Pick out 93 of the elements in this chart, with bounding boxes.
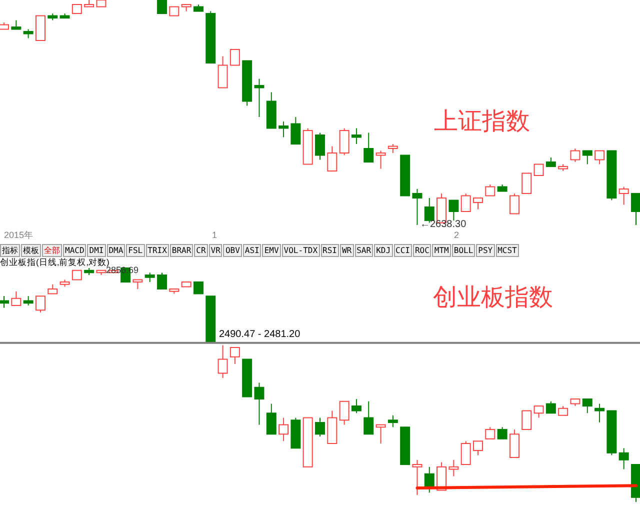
candlestick	[23, 296, 34, 306]
candlestick	[364, 132, 374, 162]
text: MACD	[63, 244, 86, 257]
candlestick	[412, 188, 422, 226]
candlestick	[460, 440, 471, 466]
text: VR	[208, 244, 222, 257]
candlestick	[193, 282, 204, 294]
candlestick	[582, 150, 592, 165]
candlestick	[0, 296, 10, 308]
text: BRAR	[170, 244, 194, 257]
candlestick	[388, 414, 398, 428]
candlestick	[594, 150, 605, 165]
candlestick	[546, 400, 556, 414]
candlestick	[72, 270, 82, 280]
text: CCI	[394, 244, 412, 257]
text: RSI	[320, 244, 339, 257]
candlestick	[570, 148, 580, 162]
candlestick	[266, 403, 276, 435]
text: 创业板指数	[433, 283, 553, 311]
candlestick	[351, 128, 362, 144]
candlestick	[412, 459, 422, 496]
text: 指标	[0, 244, 20, 257]
candlestick	[218, 56, 228, 88]
candlestick	[339, 128, 350, 156]
candlestick	[48, 284, 58, 294]
candlestick	[582, 398, 592, 414]
candlestick	[278, 121, 289, 138]
candlestick	[594, 403, 605, 423]
text: 创业板指(日线,前复权,对数)	[0, 257, 110, 267]
text: MTM	[432, 244, 451, 257]
text: TRIX	[146, 244, 169, 257]
candlestick	[254, 382, 264, 426]
candlestick	[522, 410, 532, 430]
candlestick	[315, 417, 325, 437]
candlestick	[472, 440, 483, 456]
candlestick	[157, 272, 168, 290]
text: CR	[194, 244, 208, 257]
candlestick	[558, 406, 568, 416]
candlestick	[157, 0, 168, 14]
text: 2	[454, 230, 460, 240]
candlestick	[290, 116, 301, 144]
candlestick	[218, 344, 228, 378]
candlestick	[132, 279, 143, 290]
text: PSY	[476, 244, 495, 257]
text: KDJ	[374, 244, 393, 257]
candlestick	[230, 347, 240, 364]
text: MCST	[496, 244, 519, 257]
candlestick	[485, 184, 496, 196]
candlestick	[376, 150, 386, 170]
candlestick	[230, 49, 240, 66]
candlestick	[278, 417, 289, 442]
text: 模板	[21, 244, 41, 257]
text: ASI	[242, 244, 262, 257]
candlestick	[630, 193, 640, 226]
text: BOLL	[452, 244, 476, 257]
candlestick	[472, 198, 483, 210]
candlestick	[534, 164, 544, 176]
candlestick	[448, 200, 459, 221]
text: OBV	[223, 244, 242, 257]
candlestick	[509, 193, 520, 214]
candlestick	[448, 459, 459, 477]
candlestick	[534, 406, 544, 418]
candlestick	[460, 193, 471, 212]
text: SAR	[354, 244, 374, 257]
candlestick	[618, 448, 629, 470]
candlestick	[327, 146, 338, 172]
candlestick	[509, 428, 520, 458]
candlestick	[315, 132, 325, 160]
text: DMA	[106, 244, 126, 257]
annotation: 2490.47 - 2481.20	[219, 329, 301, 340]
text: EMV	[262, 244, 281, 257]
candlestick	[376, 424, 386, 444]
text: ROC	[412, 244, 432, 257]
candlestick	[497, 426, 508, 440]
text: WR	[340, 244, 354, 257]
text: DMI	[87, 244, 106, 257]
annotation: ←2638.30	[420, 219, 467, 230]
candlestick	[11, 290, 22, 306]
text: 1	[212, 230, 218, 240]
candlestick	[522, 172, 532, 194]
text: 2015年	[4, 230, 34, 240]
candlestick	[254, 78, 264, 118]
text: 上证指数	[434, 107, 530, 135]
candlestick	[35, 296, 46, 313]
candlestick	[339, 400, 350, 426]
candlestick	[618, 186, 629, 206]
text: 全部	[42, 244, 62, 257]
text: FSL	[126, 244, 145, 257]
candlestick	[351, 398, 362, 414]
candlestick	[364, 400, 374, 435]
candlestick	[144, 272, 155, 283]
text: VOL-TDX	[282, 244, 320, 257]
candlestick	[485, 426, 496, 440]
